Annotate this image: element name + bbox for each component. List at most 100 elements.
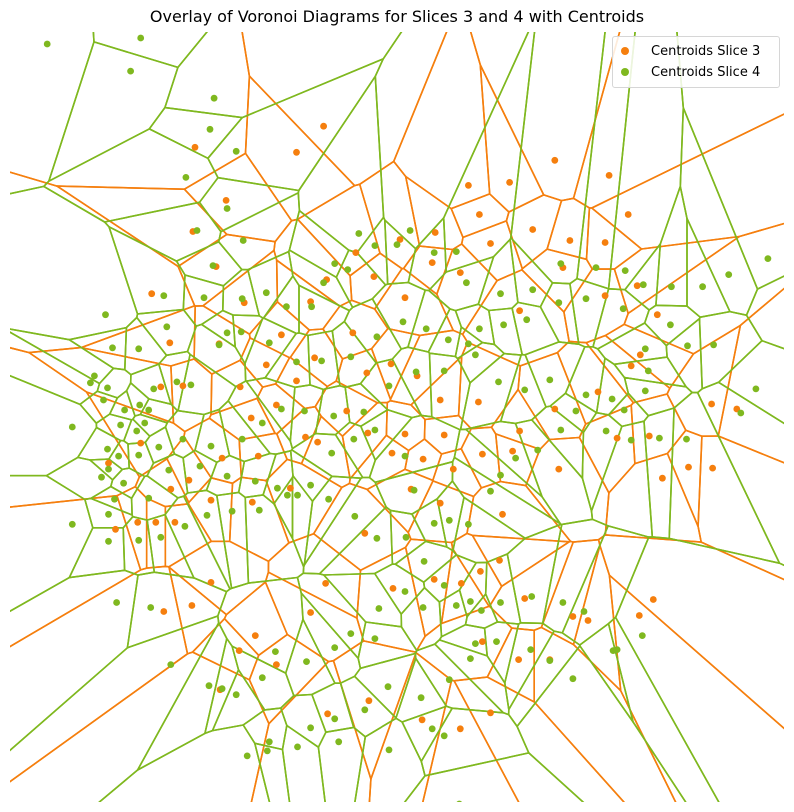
centroid-point-slice-4 bbox=[182, 174, 190, 181]
centroid-point-slice-3 bbox=[584, 617, 592, 624]
centroid-point-slice-3 bbox=[278, 331, 285, 339]
centroid-point-slice-3 bbox=[166, 339, 174, 347]
centroid-point-slice-3 bbox=[160, 608, 168, 615]
centroid-point-slice-4 bbox=[613, 646, 621, 653]
voronoi-cell bbox=[182, 489, 233, 590]
centroid-point-slice-4 bbox=[422, 325, 430, 333]
centroid-point-slice-3 bbox=[506, 179, 513, 186]
centroid-point-slice-3 bbox=[476, 211, 483, 218]
centroid-point-slice-3 bbox=[479, 450, 486, 458]
centroid-point-slice-3 bbox=[218, 454, 226, 462]
centroid-point-slice-4 bbox=[320, 279, 327, 287]
voronoi-cell bbox=[10, 185, 139, 341]
centroid-point-slice-3 bbox=[428, 259, 436, 266]
centroid-point-slice-3 bbox=[456, 725, 464, 733]
centroid-point-slice-3 bbox=[627, 362, 635, 370]
centroid-point-slice-3 bbox=[152, 518, 160, 526]
voronoi-cell bbox=[302, 476, 387, 575]
centroid-point-slice-4 bbox=[582, 391, 590, 399]
centroid-point-slice-3 bbox=[633, 282, 641, 290]
centroid-point-slice-4 bbox=[764, 255, 772, 262]
centroid-point-slice-3 bbox=[191, 143, 199, 151]
centroid-point-slice-4 bbox=[467, 655, 474, 662]
centroid-point-slice-3 bbox=[516, 427, 523, 435]
centroid-point-slice-3 bbox=[349, 329, 357, 337]
centroid-point-slice-4 bbox=[239, 237, 247, 244]
centroid-point-slice-4 bbox=[145, 406, 153, 414]
centroid-point-slice-4 bbox=[619, 305, 627, 313]
voronoi-cell bbox=[490, 388, 551, 451]
centroid-point-slice-4 bbox=[602, 427, 610, 435]
voronoi-cell bbox=[624, 243, 662, 311]
voronoi-cell bbox=[68, 526, 126, 579]
centroid-point-slice-4 bbox=[497, 471, 504, 479]
centroid-point-slice-4 bbox=[452, 248, 460, 256]
centroid-point-slice-4 bbox=[412, 368, 420, 376]
centroid-point-slice-3 bbox=[364, 429, 372, 437]
centroid-point-slice-3 bbox=[487, 240, 494, 247]
voronoi-cell bbox=[77, 426, 122, 461]
centroid-point-slice-3 bbox=[601, 292, 609, 300]
centroid-point-slice-4 bbox=[497, 599, 504, 606]
voronoi-cell bbox=[177, 353, 237, 416]
centroid-point-slice-4 bbox=[401, 588, 409, 595]
voronoi-cell bbox=[317, 726, 367, 802]
voronoi-cell bbox=[244, 317, 298, 383]
centroid-point-slice-3 bbox=[254, 452, 262, 460]
centroid-points bbox=[43, 34, 772, 802]
centroid-point-slice-3 bbox=[222, 197, 230, 204]
voronoi-cell bbox=[10, 569, 139, 752]
centroid-point-slice-3 bbox=[605, 172, 613, 179]
centroid-point-slice-3 bbox=[311, 354, 318, 362]
centroid-point-slice-4 bbox=[452, 602, 460, 609]
centroid-point-slice-4 bbox=[196, 462, 204, 470]
centroid-point-slice-4 bbox=[351, 512, 359, 520]
voronoi-cell bbox=[335, 249, 387, 309]
centroid-point-slice-4 bbox=[200, 294, 208, 302]
centroid-point-slice-4 bbox=[373, 534, 381, 542]
centroid-point-slice-3 bbox=[496, 557, 503, 564]
centroid-point-slice-4 bbox=[258, 419, 266, 427]
centroid-point-slice-3 bbox=[307, 609, 314, 616]
centroid-point-slice-3 bbox=[365, 697, 373, 705]
voronoi-cell bbox=[484, 553, 522, 625]
centroid-point-slice-4 bbox=[410, 486, 418, 494]
centroid-point-slice-3 bbox=[594, 388, 602, 396]
centroid-point-slice-4 bbox=[500, 321, 507, 329]
centroid-point-slice-3 bbox=[105, 459, 112, 467]
voronoi-cell bbox=[289, 328, 344, 388]
centroid-point-slice-4 bbox=[456, 800, 463, 802]
voronoi-cell bbox=[613, 235, 741, 315]
centroid-point-slice-4 bbox=[284, 491, 291, 499]
centroid-point-slice-3 bbox=[487, 709, 494, 717]
centroid-point-slice-3 bbox=[314, 438, 321, 446]
centroid-point-slice-3 bbox=[436, 396, 444, 404]
voronoi-cell bbox=[357, 621, 418, 670]
centroid-point-slice-4 bbox=[402, 533, 410, 541]
centroid-point-slice-3 bbox=[322, 580, 329, 587]
voronoi-cell bbox=[191, 617, 260, 681]
voronoi-cell bbox=[28, 346, 175, 424]
centroid-point-slice-4 bbox=[373, 333, 381, 341]
centroid-point-slice-4 bbox=[683, 435, 690, 443]
centroid-point-slice-4 bbox=[307, 724, 314, 732]
voronoi-cell bbox=[614, 536, 784, 802]
centroid-point-slice-4 bbox=[209, 262, 217, 269]
centroid-point-slice-4 bbox=[283, 303, 290, 311]
centroid-point-slice-4 bbox=[534, 446, 542, 454]
centroid-point-slice-4 bbox=[361, 706, 369, 714]
voronoi-cell bbox=[177, 233, 276, 307]
voronoi-cell bbox=[623, 222, 784, 355]
centroid-point-slice-4 bbox=[656, 434, 663, 442]
voronoi-cell bbox=[479, 64, 545, 213]
voronoi-cell bbox=[578, 622, 634, 723]
centroid-point-slice-4 bbox=[546, 657, 554, 664]
centroid-point-slice-3 bbox=[456, 269, 464, 276]
voronoi-cell bbox=[717, 339, 784, 425]
centroid-point-slice-3 bbox=[551, 405, 559, 413]
centroid-point-slice-4 bbox=[521, 386, 529, 394]
centroid-point-slice-4 bbox=[445, 516, 453, 524]
centroid-point-slice-4 bbox=[752, 385, 760, 393]
centroid-point-slice-4 bbox=[263, 747, 271, 755]
voronoi-cell bbox=[10, 32, 251, 190]
